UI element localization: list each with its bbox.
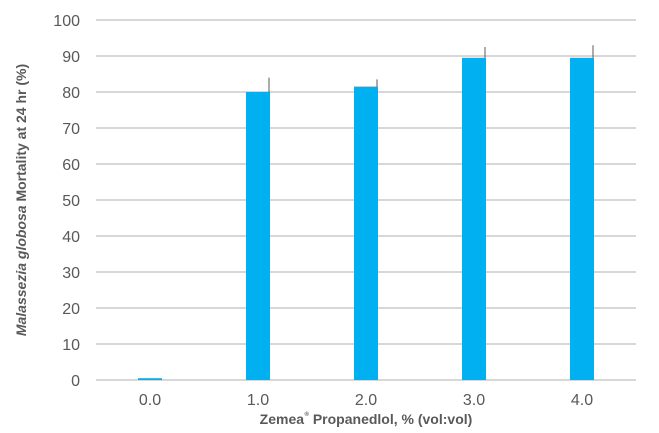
- y-tick-label: 10: [62, 337, 80, 354]
- x-tick-label: 3.0: [463, 392, 485, 409]
- bar: [462, 57, 486, 381]
- bar: [138, 378, 162, 380]
- y-tick-label: 40: [62, 229, 80, 246]
- x-tick-label: 1.0: [247, 392, 269, 409]
- y-tick-label: 70: [62, 121, 80, 138]
- bar: [246, 92, 270, 380]
- y-tick-label: 100: [53, 13, 80, 30]
- x-tick-label: 4.0: [571, 392, 593, 409]
- bars: [138, 57, 594, 381]
- error-bars: [268, 45, 594, 92]
- y-axis-label: Malassezia globosa Mortality at 24 hr (%…: [13, 63, 29, 337]
- y-tick-label: 90: [62, 49, 80, 66]
- x-tick-label: 0.0: [139, 392, 161, 409]
- bar: [570, 57, 594, 381]
- y-tick-label: 80: [62, 85, 80, 102]
- y-tick-labels: 0 10 20 30 40 50 60 70 80 90 100: [53, 13, 80, 390]
- y-tick-label: 30: [62, 265, 80, 282]
- x-tick-label: 2.0: [355, 392, 377, 409]
- x-tick-labels: 0.0 1.0 2.0 3.0 4.0: [139, 392, 593, 409]
- y-tick-label: 60: [62, 157, 80, 174]
- bar: [354, 86, 378, 380]
- y-tick-label: 50: [62, 193, 80, 210]
- y-tick-label: 0: [71, 373, 80, 390]
- y-tick-label: 20: [62, 301, 80, 318]
- x-axis-label: Zemea® Propanedlol, % (vol:vol): [259, 411, 473, 427]
- registered-mark: ®: [304, 412, 309, 418]
